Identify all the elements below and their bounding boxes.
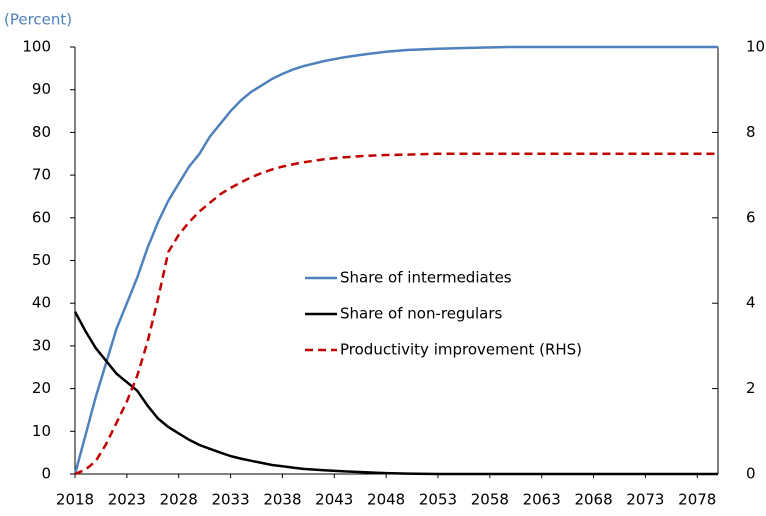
- series-line: [73, 311, 718, 476]
- y-axis-label: (Percent): [4, 11, 72, 29]
- x-tick-label: 2063: [523, 491, 561, 509]
- legend-label: Productivity improvement (RHS): [340, 341, 582, 359]
- y-tick-label: 20: [32, 379, 51, 397]
- y-tick-label: 60: [32, 208, 51, 226]
- x-tick-label: 2043: [315, 491, 353, 509]
- y-tick-label: 30: [32, 336, 51, 354]
- x-tick-label: 2033: [211, 491, 249, 509]
- y-tick-label: 80: [32, 123, 51, 141]
- y2-tick-label: 8: [746, 123, 756, 141]
- y2-tick-label: 0: [746, 465, 756, 483]
- series-line: [74, 152, 718, 476]
- y2-tick-label: 10: [746, 38, 765, 56]
- x-tick-label: 2073: [626, 491, 664, 509]
- x-tick-label: 2053: [419, 491, 457, 509]
- y-tick-label: 50: [32, 251, 51, 269]
- x-tick-label: 2058: [471, 491, 509, 509]
- series-line: [73, 45, 718, 475]
- y-tick-label: 90: [32, 80, 51, 98]
- x-tick-label: 2048: [367, 491, 405, 509]
- y-tick-label: 10: [32, 422, 51, 440]
- x-tick-label: 2023: [108, 491, 146, 509]
- y-tick-label: 70: [32, 166, 51, 184]
- y2-tick-label: 6: [746, 208, 756, 226]
- y-tick-label: 40: [32, 294, 51, 312]
- x-tick-label: 2038: [263, 491, 301, 509]
- y2-tick-label: 2: [746, 379, 756, 397]
- x-tick-label: 2018: [56, 491, 94, 509]
- legend-label: Share of intermediates: [340, 269, 512, 287]
- x-tick-label: 2028: [160, 491, 198, 509]
- legend-label: Share of non-regulars: [340, 305, 503, 323]
- y-tick-label: 0: [41, 465, 51, 483]
- y-tick-label: 100: [22, 38, 51, 56]
- x-tick-label: 2078: [678, 491, 716, 509]
- y2-tick-label: 4: [746, 294, 756, 312]
- x-tick-label: 2068: [574, 491, 612, 509]
